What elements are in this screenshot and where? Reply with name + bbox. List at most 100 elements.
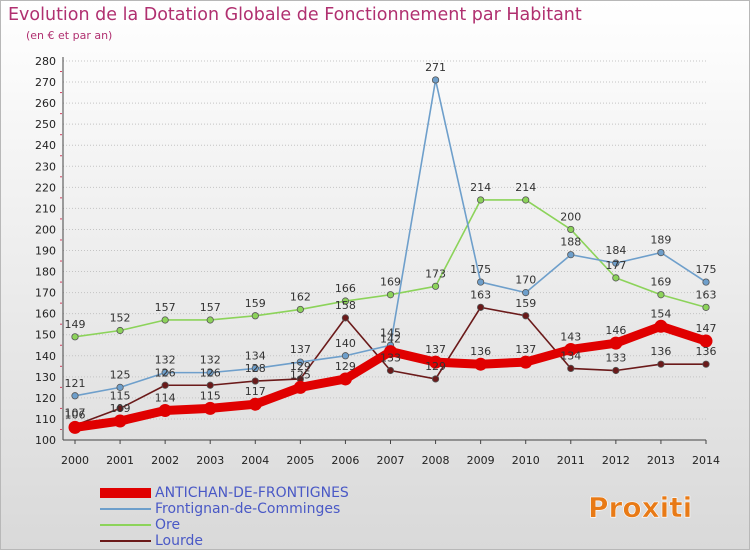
data-label: 134 [245, 349, 266, 362]
x-tick-label: 2000 [61, 454, 89, 467]
data-point [251, 377, 259, 385]
data-point [522, 289, 530, 297]
proxiti-logo[interactable]: Proxiti [586, 487, 696, 527]
data-label: 143 [560, 330, 581, 343]
data-point [567, 364, 575, 373]
y-tick-label: 170 [35, 287, 56, 300]
y-tick-label: 240 [35, 139, 56, 152]
data-label: 169 [380, 276, 401, 289]
data-labels: 107 115 126 126 128 129 158 133 129 163 159 134 133 1… [65, 61, 717, 421]
data-point [341, 297, 350, 305]
data-point [71, 392, 79, 400]
data-point [341, 314, 350, 322]
y-tick-label: 150 [35, 329, 56, 342]
data-point [386, 291, 395, 299]
data-label: 129 [335, 360, 356, 373]
data-point [564, 342, 578, 356]
data-point [699, 334, 713, 348]
data-label: 162 [290, 290, 311, 303]
data-label: 136 [696, 345, 717, 358]
x-tick-label: 2001 [106, 454, 134, 467]
data-label: 157 [200, 301, 221, 314]
y-tick-label: 160 [35, 308, 56, 321]
data-point [431, 375, 440, 383]
y-tick-label: 140 [35, 350, 56, 363]
data-label: 154 [650, 307, 671, 320]
legend-item-lourde[interactable]: Lourde [100, 533, 349, 549]
data-point [113, 414, 127, 428]
data-label: 173 [425, 267, 446, 280]
data-label: 159 [515, 297, 536, 310]
x-tick-label: 2003 [196, 454, 224, 467]
data-point [702, 303, 710, 311]
logo-text: Proxiti [588, 491, 692, 524]
y-tick-label: 210 [35, 202, 56, 215]
data-point [341, 352, 350, 360]
data-point [567, 251, 575, 259]
x-tick-label: 2010 [512, 454, 540, 467]
series-lines [68, 76, 713, 434]
data-label: 137 [515, 343, 536, 356]
data-point [654, 319, 668, 333]
legend-swatch [100, 540, 151, 542]
data-label: 163 [470, 288, 491, 301]
data-label: 136 [650, 345, 671, 358]
data-label: 107 [65, 406, 86, 419]
data-point [702, 278, 710, 286]
data-label: 132 [155, 354, 176, 367]
data-point [657, 360, 665, 368]
legend-item-ore[interactable]: Ore [100, 517, 349, 533]
data-label: 214 [515, 181, 536, 194]
data-point [657, 291, 665, 299]
data-point [248, 397, 262, 411]
legend-item-frontignan[interactable]: Frontignan-de-Comminges [100, 501, 349, 517]
data-label: 126 [200, 366, 221, 379]
legend-label: Lourde [155, 533, 204, 549]
data-point [609, 336, 623, 350]
data-point [477, 196, 485, 204]
x-tick-label: 2014 [692, 454, 720, 467]
data-label: 166 [335, 282, 356, 295]
data-label: 175 [696, 263, 717, 276]
data-label: 132 [200, 354, 221, 367]
data-point [251, 312, 259, 320]
x-tick-label: 2004 [241, 454, 269, 467]
data-label: 188 [560, 236, 581, 249]
legend-item-antichan[interactable]: ANTICHAN-DE-FRONTIGNES [100, 485, 349, 501]
data-point [116, 383, 124, 391]
data-point [338, 372, 352, 386]
x-tick-label: 2006 [331, 454, 359, 467]
data-label: 142 [380, 333, 401, 346]
data-point [116, 326, 124, 335]
y-tick-label: 260 [35, 97, 56, 110]
data-point [657, 249, 665, 257]
data-label: 147 [696, 322, 717, 335]
data-label: 106 [65, 408, 86, 421]
data-point [68, 420, 82, 434]
data-point [429, 355, 443, 369]
y-tick-label: 190 [35, 245, 56, 258]
legend-swatch [100, 488, 151, 498]
data-point [612, 259, 620, 267]
data-point [161, 316, 169, 324]
data-label: 129 [290, 360, 311, 373]
data-label: 170 [515, 274, 536, 287]
data-point [567, 225, 575, 234]
data-point [161, 369, 169, 377]
x-tick-label: 2008 [422, 454, 450, 467]
data-label: 157 [155, 301, 176, 314]
data-point [296, 358, 304, 366]
data-point [251, 364, 259, 373]
data-label: 200 [560, 210, 581, 223]
data-label: 114 [155, 392, 176, 405]
data-point [384, 345, 397, 359]
data-point [293, 380, 307, 394]
data-label: 129 [425, 360, 446, 373]
data-label: 137 [425, 343, 446, 356]
legend-swatch [100, 508, 151, 510]
data-point [386, 366, 395, 375]
data-label: 163 [696, 288, 717, 301]
chart-subtitle: (en € et par an) [26, 29, 113, 42]
legend-swatch [100, 524, 151, 526]
